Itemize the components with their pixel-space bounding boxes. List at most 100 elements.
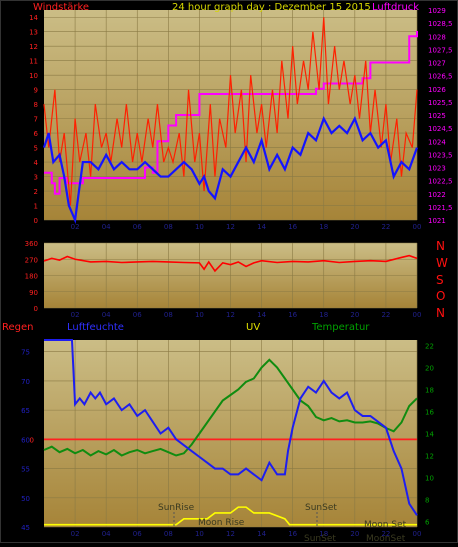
compass-label-n-bottom: N xyxy=(436,306,445,320)
wind-speed-tick-label: 14 xyxy=(29,14,38,22)
wind-speed-tick-label: 7 xyxy=(34,116,38,124)
wind-pressure-axes: 02 04 06 08 10 12 14 16 18 20 22 000123456789101112… xyxy=(29,7,452,231)
pressure-tick-label: 1023 xyxy=(428,165,446,173)
moonset-label: Moon Set xyxy=(364,520,407,530)
pressure-tick-label: 1025,5 xyxy=(428,99,453,107)
wind-speed-tick-label: 10 xyxy=(29,72,38,80)
x-tick-label: 12 xyxy=(226,530,235,538)
pressure-tick-label: 1027 xyxy=(428,60,446,68)
x-tick-label: 16 xyxy=(288,530,297,538)
uv-axis-title: UV xyxy=(246,322,260,333)
pressure-tick-label: 1027,5 xyxy=(428,46,453,54)
humidity-tick-label: 75 xyxy=(21,349,30,357)
wind-speed-tick-label: 3 xyxy=(34,174,38,182)
x-tick-label: 08 xyxy=(164,223,173,231)
wind-direction-series xyxy=(43,254,418,273)
humidity-temperature-series xyxy=(43,339,418,526)
x-tick-label: 00 xyxy=(413,223,422,231)
humidity-tick-label: 45 xyxy=(21,524,30,532)
temperature-tick-label: 8 xyxy=(425,497,429,505)
wind-speed-tick-label: 5 xyxy=(34,145,38,153)
sunset-label: SunSet xyxy=(305,503,337,513)
moonset-axis-label: MoonSet xyxy=(366,534,406,543)
wind-direction-line xyxy=(43,254,418,273)
pressure-tick-label: 1024,5 xyxy=(428,125,453,133)
wind-speed-axis-title: Windstärke xyxy=(33,2,89,13)
wind-speed-tick-label: 1 xyxy=(34,203,38,211)
uv-line xyxy=(44,506,417,526)
x-tick-label: 04 xyxy=(102,530,111,538)
x-tick-label: 00 xyxy=(413,311,422,319)
wind-speed-tick-label: 12 xyxy=(29,43,38,51)
wind-direction-tick-label: 90 xyxy=(29,289,38,297)
compass-label-s: S xyxy=(436,273,444,287)
x-tick-label: 04 xyxy=(102,223,111,231)
temperature-axis-title: Temperatur xyxy=(311,322,370,333)
wind-speed-tick-label: 8 xyxy=(34,101,38,109)
humidity-line xyxy=(44,339,418,516)
temperature-tick-label: 16 xyxy=(425,409,434,417)
x-tick-label: 22 xyxy=(381,311,390,319)
x-tick-label: 14 xyxy=(257,311,266,319)
rain-tick-label: 0 xyxy=(30,436,34,444)
wind-pressure-grid xyxy=(44,10,418,221)
pressure-tick-label: 1026 xyxy=(428,86,446,94)
x-tick-label: 16 xyxy=(288,311,297,319)
compass-label-n-top: N xyxy=(436,239,445,253)
pressure-tick-label: 1022 xyxy=(428,191,446,199)
wind-speed-tick-label: 11 xyxy=(29,58,38,66)
x-tick-label: 02 xyxy=(71,223,80,231)
x-tick-label: 08 xyxy=(164,311,173,319)
pressure-tick-label: 1026,5 xyxy=(428,73,453,81)
pressure-tick-label: 1028 xyxy=(428,33,446,41)
x-tick-label: 18 xyxy=(319,530,328,538)
x-tick-label: 18 xyxy=(319,311,328,319)
x-tick-label: 12 xyxy=(226,223,235,231)
pressure-tick-label: 1029 xyxy=(428,7,446,15)
x-tick-label: 10 xyxy=(195,311,204,319)
temperature-tick-label: 10 xyxy=(425,475,434,483)
x-tick-label: 02 xyxy=(71,530,80,538)
temperature-tick-label: 22 xyxy=(425,343,434,351)
wind-speed-tick-label: 0 xyxy=(34,217,38,225)
wind-speed-tick-label: 6 xyxy=(34,130,39,138)
x-tick-label: 06 xyxy=(133,311,142,319)
humidity-tick-label: 50 xyxy=(21,495,30,503)
temperature-tick-label: 6 xyxy=(425,519,430,527)
humidity-axis-title: Luftfeuchte xyxy=(67,322,124,333)
x-tick-label: 06 xyxy=(133,223,142,231)
wind-speed-tick-label: 9 xyxy=(34,87,38,95)
temperature-line xyxy=(43,358,418,457)
wind-direction-grid xyxy=(44,242,418,309)
wind-speed-tick-label: 13 xyxy=(29,29,38,37)
temperature-tick-label: 12 xyxy=(425,453,434,461)
wind-speed-tick-label: 4 xyxy=(34,159,39,167)
x-tick-label: 14 xyxy=(257,223,266,231)
wind-direction-tick-label: 360 xyxy=(25,240,38,248)
x-tick-label: 02 xyxy=(71,311,80,319)
x-tick-label: 20 xyxy=(350,311,359,319)
pressure-tick-label: 1021 xyxy=(428,217,446,225)
compass-label-o: O xyxy=(436,289,445,303)
x-tick-label: 20 xyxy=(350,223,359,231)
pressure-line xyxy=(44,31,418,195)
x-tick-label: 14 xyxy=(257,530,266,538)
pressure-tick-label: 1023,5 xyxy=(428,151,453,159)
moonrise-label: Moon Rise xyxy=(198,518,245,528)
x-tick-label: 00 xyxy=(413,530,422,538)
pressure-tick-label: 1025 xyxy=(428,112,446,120)
pressure-axis-title: Luftdruck xyxy=(372,2,419,13)
x-tick-label: 18 xyxy=(319,223,328,231)
compass-label-w: W xyxy=(436,256,448,270)
pressure-tick-label: 1024 xyxy=(428,138,446,146)
pressure-tick-label: 1022,5 xyxy=(428,178,453,186)
chart-title: 24 hour graph day : Dezember 15 2015 xyxy=(172,2,371,13)
temperature-tick-label: 20 xyxy=(425,365,434,373)
wind-gust-line xyxy=(43,17,418,206)
wind-pressure-series xyxy=(42,17,419,225)
humidity-temperature-axes: 02 04 06 08 10 12 14 16 18 20 22 00 45 50 55 60 65 70 75 6 8… xyxy=(21,343,434,539)
x-tick-label: 20 xyxy=(350,530,359,538)
